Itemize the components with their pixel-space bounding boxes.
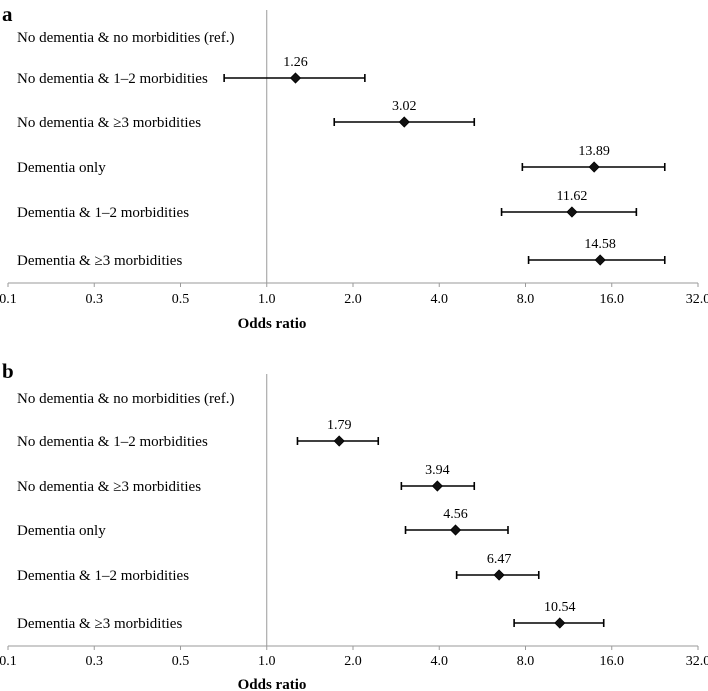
category-label: No dementia & ≥3 morbidities [17,115,201,131]
odds-ratio-point [431,480,443,492]
category-label: No dementia & ≥3 morbidities [17,479,201,495]
data-label: 13.89 [578,144,610,159]
odds-ratio-point [449,524,462,536]
x-tick-label: 0.3 [86,292,104,307]
data-label: 10.54 [544,600,576,615]
data-label: 14.58 [584,237,616,252]
x-axis-label: Odds ratio [238,677,307,691]
odds-ratio-point [566,206,578,218]
category-label: Dementia & ≥3 morbidities [17,616,182,632]
category-label: No dementia & 1–2 morbidities [17,71,208,87]
category-label: Dementia only [17,160,106,176]
category-label: Dementia only [17,523,106,539]
panel-a: a 0.1 0.3 0.5 1.0 2.0 4.0 8.0 16.0 32.0 Odds ratio… [0,2,708,332]
x-tick-label: 1.0 [258,654,276,669]
x-tick-label: 16.0 [600,654,625,669]
odds-ratio-point [398,116,410,128]
category-label: Dementia & 1–2 morbidities [17,568,189,584]
x-tick-label: 1.0 [258,292,276,307]
x-tick-label: 32.0 [686,292,708,307]
category-label: Dementia & ≥3 morbidities [17,253,182,269]
data-label: 3.02 [392,99,417,114]
x-tick-label: 0.3 [86,654,104,669]
x-tick-label: 32.0 [686,654,708,669]
category-label: No dementia & no morbidities (ref.) [17,30,234,46]
x-tick-label: 0.1 [0,292,17,307]
data-label: 1.26 [283,55,308,70]
x-tick-label: 2.0 [344,654,362,669]
x-tick-label: 16.0 [600,292,625,307]
x-tick-label: 8.0 [517,654,535,669]
x-axis-label: Odds ratio [238,316,307,332]
data-label: 11.62 [556,189,587,204]
odds-ratio-point [289,72,302,84]
odds-ratio-point [594,254,606,266]
data-label: 4.56 [443,507,468,522]
x-tick-label: 2.0 [344,292,362,307]
panel-b: b 0.1 0.3 0.5 1.0 2.0 4.0 8.0 16.0 32.0 Odds ratio… [0,359,708,691]
x-tick-label: 0.5 [172,654,190,669]
panel-letter: b [2,359,14,383]
odds-ratio-point [588,161,600,173]
x-tick-label: 4.0 [431,292,449,307]
x-tick-label: 0.1 [0,654,17,669]
odds-ratio-point [554,617,566,629]
category-label: Dementia & 1–2 morbidities [17,205,189,221]
x-tick-label: 8.0 [517,292,535,307]
data-label: 1.79 [327,418,352,433]
panel-letter: a [2,2,13,26]
category-label: No dementia & 1–2 morbidities [17,434,208,450]
odds-ratio-point [493,569,505,581]
odds-ratio-point [333,435,345,447]
x-tick-label: 0.5 [172,292,190,307]
data-label: 3.94 [425,463,450,478]
category-label: No dementia & no morbidities (ref.) [17,391,234,407]
data-label: 6.47 [487,552,512,567]
x-tick-label: 4.0 [431,654,449,669]
